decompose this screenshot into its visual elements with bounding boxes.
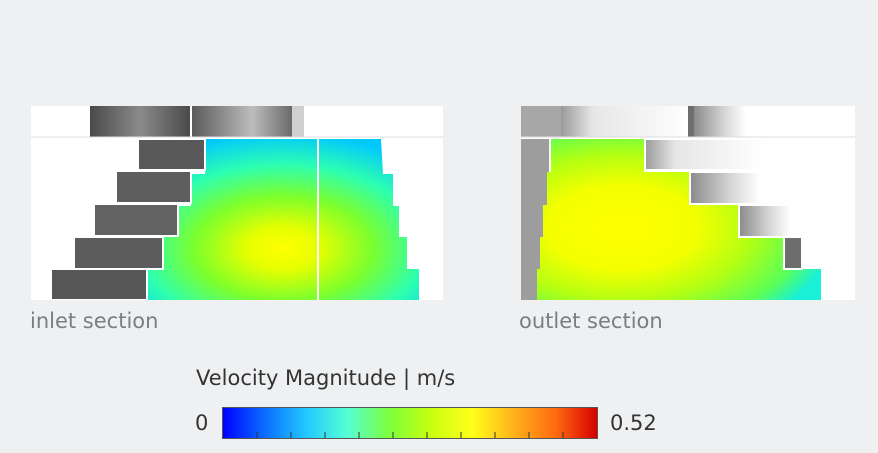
inlet-step-block bbox=[93, 203, 179, 237]
inlet-step-block bbox=[73, 236, 164, 270]
outlet-step-block bbox=[689, 171, 761, 205]
legend-max-label: 0.52 bbox=[610, 411, 657, 435]
outlet-step-block bbox=[783, 236, 803, 270]
inlet-top-block bbox=[292, 106, 304, 137]
inlet-step-block bbox=[50, 268, 148, 300]
inlet-section-contour bbox=[31, 106, 443, 300]
inlet-step-block bbox=[137, 138, 206, 171]
outlet-top-block bbox=[561, 106, 688, 137]
outlet-top-block bbox=[694, 106, 746, 137]
outlet-velocity-field bbox=[537, 139, 821, 300]
inlet-velocity-field bbox=[147, 139, 419, 300]
inlet-step-block bbox=[115, 170, 192, 204]
outlet-top-block bbox=[688, 106, 694, 137]
velocity-colorbar bbox=[222, 407, 598, 439]
inlet-top-block bbox=[90, 106, 190, 137]
outlet-section-contour bbox=[521, 106, 855, 300]
legend-title: Velocity Magnitude | m/s bbox=[196, 366, 456, 390]
outlet-step-block bbox=[644, 138, 766, 171]
inlet-top-block bbox=[192, 106, 292, 137]
outlet-section-label: outlet section bbox=[519, 309, 663, 333]
legend-min-label: 0 bbox=[195, 411, 209, 435]
outlet-step-block bbox=[738, 204, 792, 238]
outlet-top-block bbox=[521, 106, 561, 137]
inlet-section-label: inlet section bbox=[30, 309, 159, 333]
